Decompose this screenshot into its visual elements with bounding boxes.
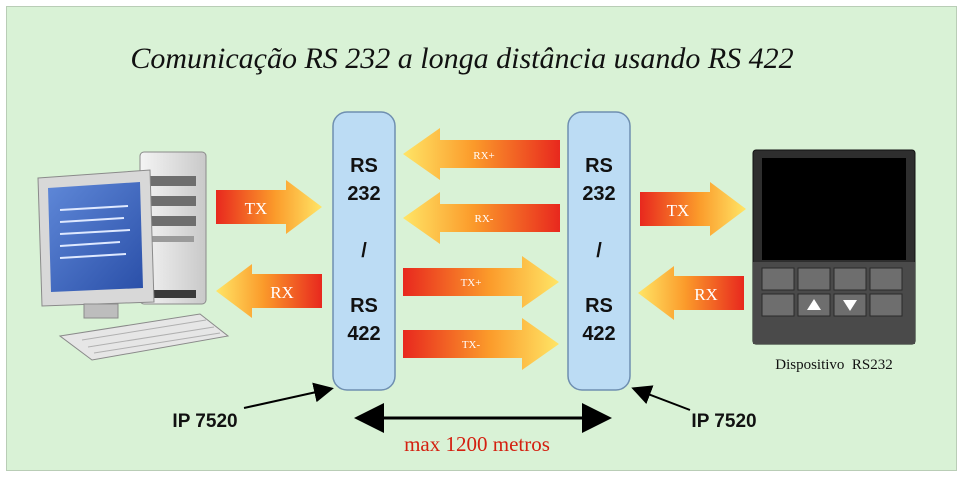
rx-plus-arrow: RX+	[403, 128, 560, 180]
dev-rx-arrow: RX	[638, 266, 744, 320]
arrow-down-icon	[843, 300, 857, 311]
rx-minus-arrow: RX-	[403, 192, 560, 244]
computer-icon	[37, 151, 230, 361]
pc-tx-label: TX	[245, 199, 268, 218]
left-module-pointer	[243, 382, 334, 409]
converter-left-line1: RS	[350, 155, 378, 177]
converter-left: RS 232 / RS 422	[332, 111, 396, 391]
rx-minus-label: RX-	[475, 213, 494, 225]
right-module-label: IP 7520	[691, 411, 756, 432]
converter-right-line4: 422	[582, 323, 615, 345]
tx-plus-label: TX+	[461, 277, 482, 289]
tx-plus-arrow: TX+	[403, 256, 559, 308]
converter-right-separator: /	[596, 240, 602, 262]
tx-minus-arrow: TX-	[403, 318, 559, 370]
pc-tx-arrow: TX	[216, 180, 322, 234]
page-title: Comunicação RS 232 a longa distância usa…	[130, 42, 793, 75]
rx-plus-label: RX+	[473, 150, 494, 162]
converter-left-line2: 232	[347, 183, 380, 205]
converter-left-separator: /	[361, 240, 367, 262]
rs232-device	[752, 149, 916, 345]
dev-tx-label: TX	[667, 201, 690, 220]
converter-right-line3: RS	[585, 295, 613, 317]
converter-right: RS 232 / RS 422	[567, 111, 631, 391]
left-module-label: IP 7520	[172, 411, 237, 432]
right-module-pointer	[631, 385, 691, 411]
converter-left-line3: RS	[350, 295, 378, 317]
pc-rx-arrow: RX	[216, 264, 322, 318]
converter-right-line1: RS	[585, 155, 613, 177]
converter-left-line4: 422	[347, 323, 380, 345]
tx-minus-label: TX-	[462, 339, 481, 351]
dev-rx-label: RX	[694, 285, 718, 304]
converter-right-line2: 232	[582, 183, 615, 205]
arrow-up-icon	[807, 299, 821, 310]
dev-tx-arrow: TX	[640, 182, 746, 236]
device-label: Dispositivo RS232	[775, 357, 893, 373]
pc-rx-label: RX	[270, 283, 294, 302]
distance-label: max 1200 metros	[404, 432, 550, 456]
